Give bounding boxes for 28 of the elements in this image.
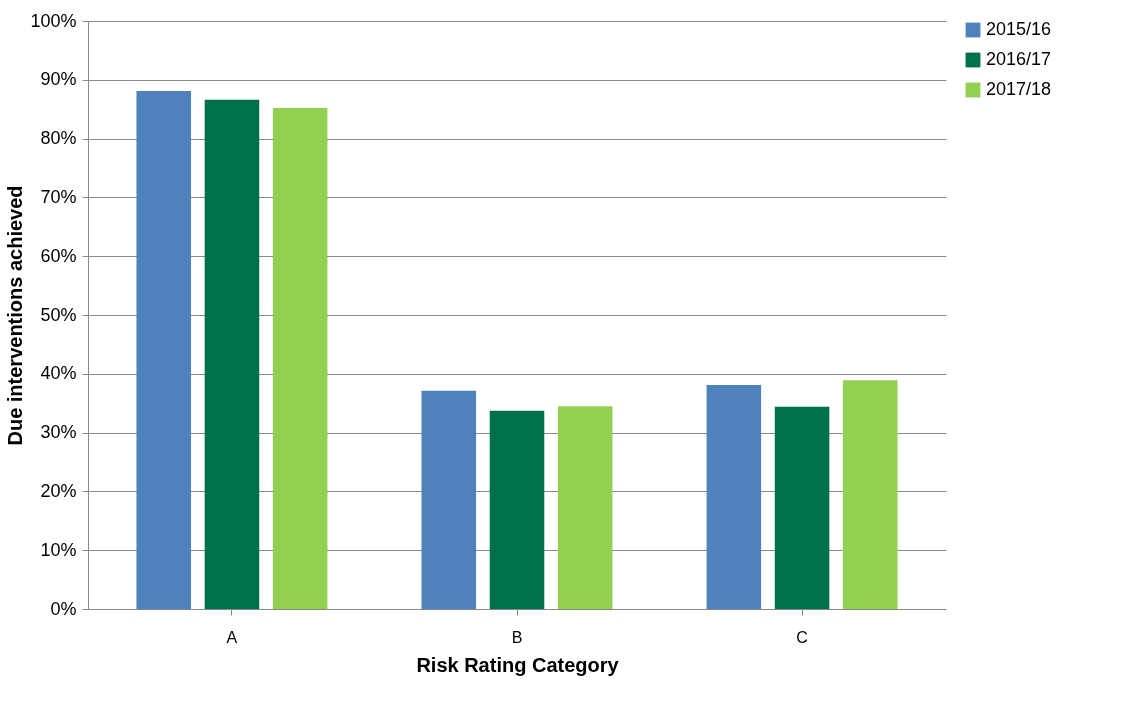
y-tick-label: 100%	[30, 10, 77, 31]
bar	[272, 108, 328, 609]
legend-label: 2016/17	[986, 49, 1052, 69]
legend-label: 2015/16	[986, 19, 1052, 39]
y-tick-label: 70%	[40, 186, 77, 207]
y-tick-label: 90%	[40, 69, 77, 90]
y-tick-label: 60%	[40, 245, 77, 266]
y-tick-label: 40%	[40, 363, 77, 384]
y-tick-label: 10%	[40, 539, 77, 560]
x-tick-label: B	[511, 628, 523, 646]
x-tick-label: C	[796, 628, 808, 646]
bar	[557, 406, 613, 609]
y-tick-label: 20%	[40, 480, 77, 501]
x-tick-label: A	[226, 628, 238, 646]
x-axis-title: Risk Rating Category	[416, 653, 620, 676]
y-tick-label: 50%	[40, 304, 77, 325]
bar	[421, 390, 477, 609]
y-tick-label: 30%	[40, 422, 77, 443]
bar	[842, 380, 898, 609]
y-axis-title: Due interventions achieved	[4, 185, 27, 446]
bar	[774, 406, 830, 609]
bar	[706, 384, 762, 609]
legend-label: 2017/18	[986, 79, 1052, 99]
bar	[136, 90, 192, 609]
bar	[204, 99, 260, 609]
bar	[489, 410, 545, 609]
y-tick-label: 0%	[50, 598, 77, 619]
y-tick-label: 80%	[40, 128, 77, 149]
